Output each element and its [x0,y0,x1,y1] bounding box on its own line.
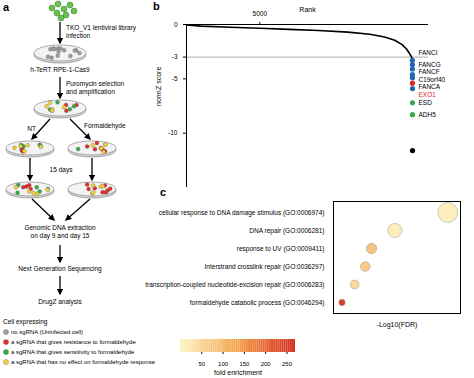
svg-text:-3: -3 [172,53,178,60]
svg-text:NT: NT [27,125,36,132]
svg-text:transcription-coupled nucleoti: transcription-coupled nucleotide-excisio… [145,281,324,289]
svg-text:Puromycin selectionand amplifi: Puromycin selectionand amplification [66,80,125,96]
html-text:c: c [160,186,167,198]
svg-text:5000: 5000 [253,10,268,17]
svg-text:100: 100 [218,361,229,367]
svg-text:cellular response to DNA damag: cellular response to DNA damage stimulus… [159,209,325,217]
svg-text:TKO_V1 lentiviral libraryinfec: TKO_V1 lentiviral libraryinfection [66,24,137,39]
svg-text:Next Generation Sequencing: Next Generation Sequencing [18,265,102,273]
svg-text:response to UV (GO:0009411): response to UV (GO:0009411) [237,245,325,253]
svg-text:Rank: Rank [299,6,316,13]
svg-text:FANCF: FANCF [418,68,439,75]
svg-text:C19orf40: C19orf40 [418,76,445,83]
svg-text:Interstrand crosslink repair (: Interstrand crosslink repair (GO:0036297… [205,263,325,271]
svg-text:-5: -5 [172,75,178,82]
svg-text:ESD: ESD [418,99,432,106]
svg-text:150: 150 [239,361,250,367]
svg-text:Formaldehyde: Formaldehyde [84,122,126,130]
svg-text:DrugZ analysis: DrugZ analysis [38,298,82,306]
svg-text:Genomic DNA extractionon day 9: Genomic DNA extractionon day 9 and day 1… [24,224,96,240]
svg-text:a: a [3,1,10,13]
svg-text:a sgRNA that gives sensitivity: a sgRNA that gives sensitivity to formal… [11,349,135,355]
svg-text:h-TeRT RPE-1-Cas9: h-TeRT RPE-1-Cas9 [30,66,90,73]
svg-text:FANCG: FANCG [418,61,440,68]
svg-text:15 days: 15 days [50,166,74,174]
svg-text:200: 200 [261,361,272,367]
svg-text:250: 250 [282,361,293,367]
svg-text:-Log10(FDR): -Log10(FDR) [377,321,418,329]
svg-text:FANCA: FANCA [418,83,440,90]
svg-text:formaldehyde catabolic process: formaldehyde catabolic process (GO:00462… [190,299,325,307]
svg-text:a sgRNA that gives resistance: a sgRNA that gives resistance to formald… [11,339,136,345]
svg-text:a sgRNA that has no effect on: a sgRNA that has no effect on formaldehy… [11,359,156,365]
svg-text:no sgRNA (Uninfected cell): no sgRNA (Uninfected cell) [11,329,83,335]
svg-text:Cell expressing: Cell expressing [3,318,48,326]
svg-text:EXO1: EXO1 [418,91,436,98]
svg-text:-10: -10 [168,129,178,136]
svg-text:fold enrichment: fold enrichment [214,369,262,376]
svg-text:50: 50 [198,361,205,367]
svg-text:ADH5: ADH5 [419,111,437,118]
svg-text:FANCI: FANCI [418,49,437,56]
svg-text:DNA repair (GO:0006281): DNA repair (GO:0006281) [249,227,324,235]
svg-text:normZ score: normZ score [155,67,162,106]
html-text:b: b [153,0,160,12]
svg-text:0: 0 [174,21,178,28]
